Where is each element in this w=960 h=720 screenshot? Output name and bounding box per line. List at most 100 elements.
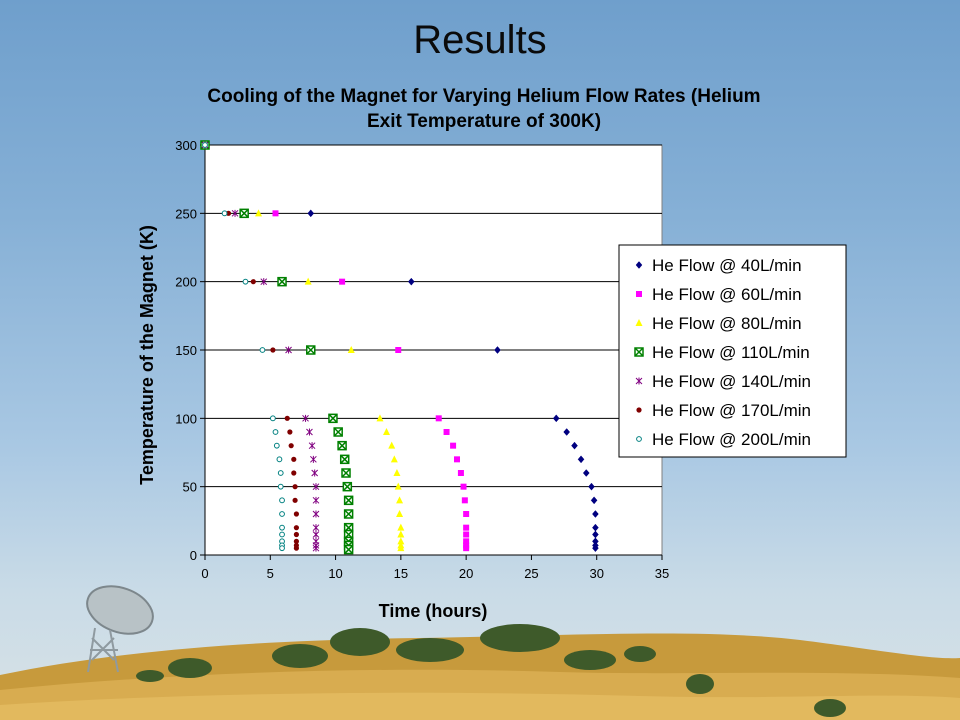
data-point [333,427,343,437]
data-point [463,545,470,552]
legend-label: He Flow @ 110L/min [652,343,810,362]
legend-marker [636,291,642,297]
data-point [590,496,598,505]
radio-telescope-icon [86,585,154,673]
data-point [291,456,297,462]
y-tick-label: 50 [183,480,197,495]
data-point [460,483,467,490]
data-point [269,415,276,422]
data-point [239,208,249,219]
data-point [255,209,263,217]
hills-background [0,585,960,720]
legend-item: He Flow @ 170L/min [636,401,811,420]
data-point [293,525,299,531]
data-point [588,482,595,491]
data-point [347,346,355,353]
y-axis-label: Temperature of the Magnet (K) [137,225,157,485]
data-point [463,531,470,538]
data-point [260,278,268,286]
data-point [285,346,292,354]
data-point [293,545,299,551]
legend-label: He Flow @ 200L/min [652,430,811,449]
data-point [308,442,316,450]
data-point [270,347,276,353]
data-point [307,209,315,218]
data-point [397,523,405,531]
data-point [276,456,283,463]
legend-item: He Flow @ 40L/min [635,256,802,275]
data-point [273,442,280,449]
legend-item: He Flow @ 60L/min [636,285,802,304]
data-point [221,210,228,217]
legend-marker [634,347,644,357]
legend: He Flow @ 40L/min He Flow @ 60L/min He Flo… [618,244,847,458]
legend-item: He Flow @ 80L/min [635,314,802,333]
data-point [376,414,384,422]
legend-label: He Flow @ 60L/min [652,285,802,304]
y-tick-label: 250 [175,206,197,221]
data-point [250,279,256,285]
data-point [397,537,405,545]
data-point [328,413,338,424]
legend-marker [636,407,642,413]
data-point [592,544,599,553]
legend-marker [635,377,643,385]
data-point [393,469,401,476]
data-point [287,429,293,435]
data-point [397,530,405,538]
data-point [394,482,402,490]
y-tick-label: 200 [175,275,197,290]
y-tick-label: 300 [175,138,197,153]
data-point [382,428,390,435]
data-point [310,455,317,463]
data-point [339,278,346,285]
legend-label: He Flow @ 170L/min [652,401,811,420]
data-point [279,497,285,504]
data-point [225,210,232,216]
data-point [311,469,319,477]
data-point [395,347,402,353]
legend-item: He Flow @ 200L/min [636,430,811,449]
data-point [277,483,284,490]
data-point [343,495,354,506]
x-tick-label: 5 [267,566,274,581]
data-point [277,276,287,287]
data-point [397,544,405,552]
data-point [277,470,284,476]
y-tick-label: 150 [175,343,197,358]
y-tick-label: 0 [190,548,197,563]
axis-ticks: 0 50 100 150 200 250 300 0 5 10 15 20 25 30 35 [175,138,669,581]
data-point [231,209,239,217]
series-2 [202,142,470,552]
data-point [292,497,298,503]
data-point [454,456,461,463]
data-point [312,483,320,491]
data-point [312,496,320,504]
data-point [312,544,320,552]
data-point [306,428,313,436]
data-point [202,142,208,148]
data-point [293,538,299,544]
legend-marker [635,261,643,269]
data-point [304,277,312,285]
data-point [552,414,560,423]
data-point [571,441,578,450]
data-point [443,429,450,435]
data-point [407,277,415,286]
data-point [312,531,320,538]
legend-item: He Flow @ 110L/min [634,343,810,362]
data-point [279,511,285,517]
data-point [461,497,468,504]
data-point [337,440,347,451]
data-point [312,524,320,532]
data-point [302,414,309,422]
data-point [293,531,299,538]
data-point [342,481,353,492]
slide-title: Results [413,18,547,62]
x-tick-label: 10 [328,566,342,581]
legend-label: He Flow @ 140L/min [652,372,811,391]
data-point [592,510,599,518]
data-point [341,468,351,478]
data-point [279,524,285,531]
